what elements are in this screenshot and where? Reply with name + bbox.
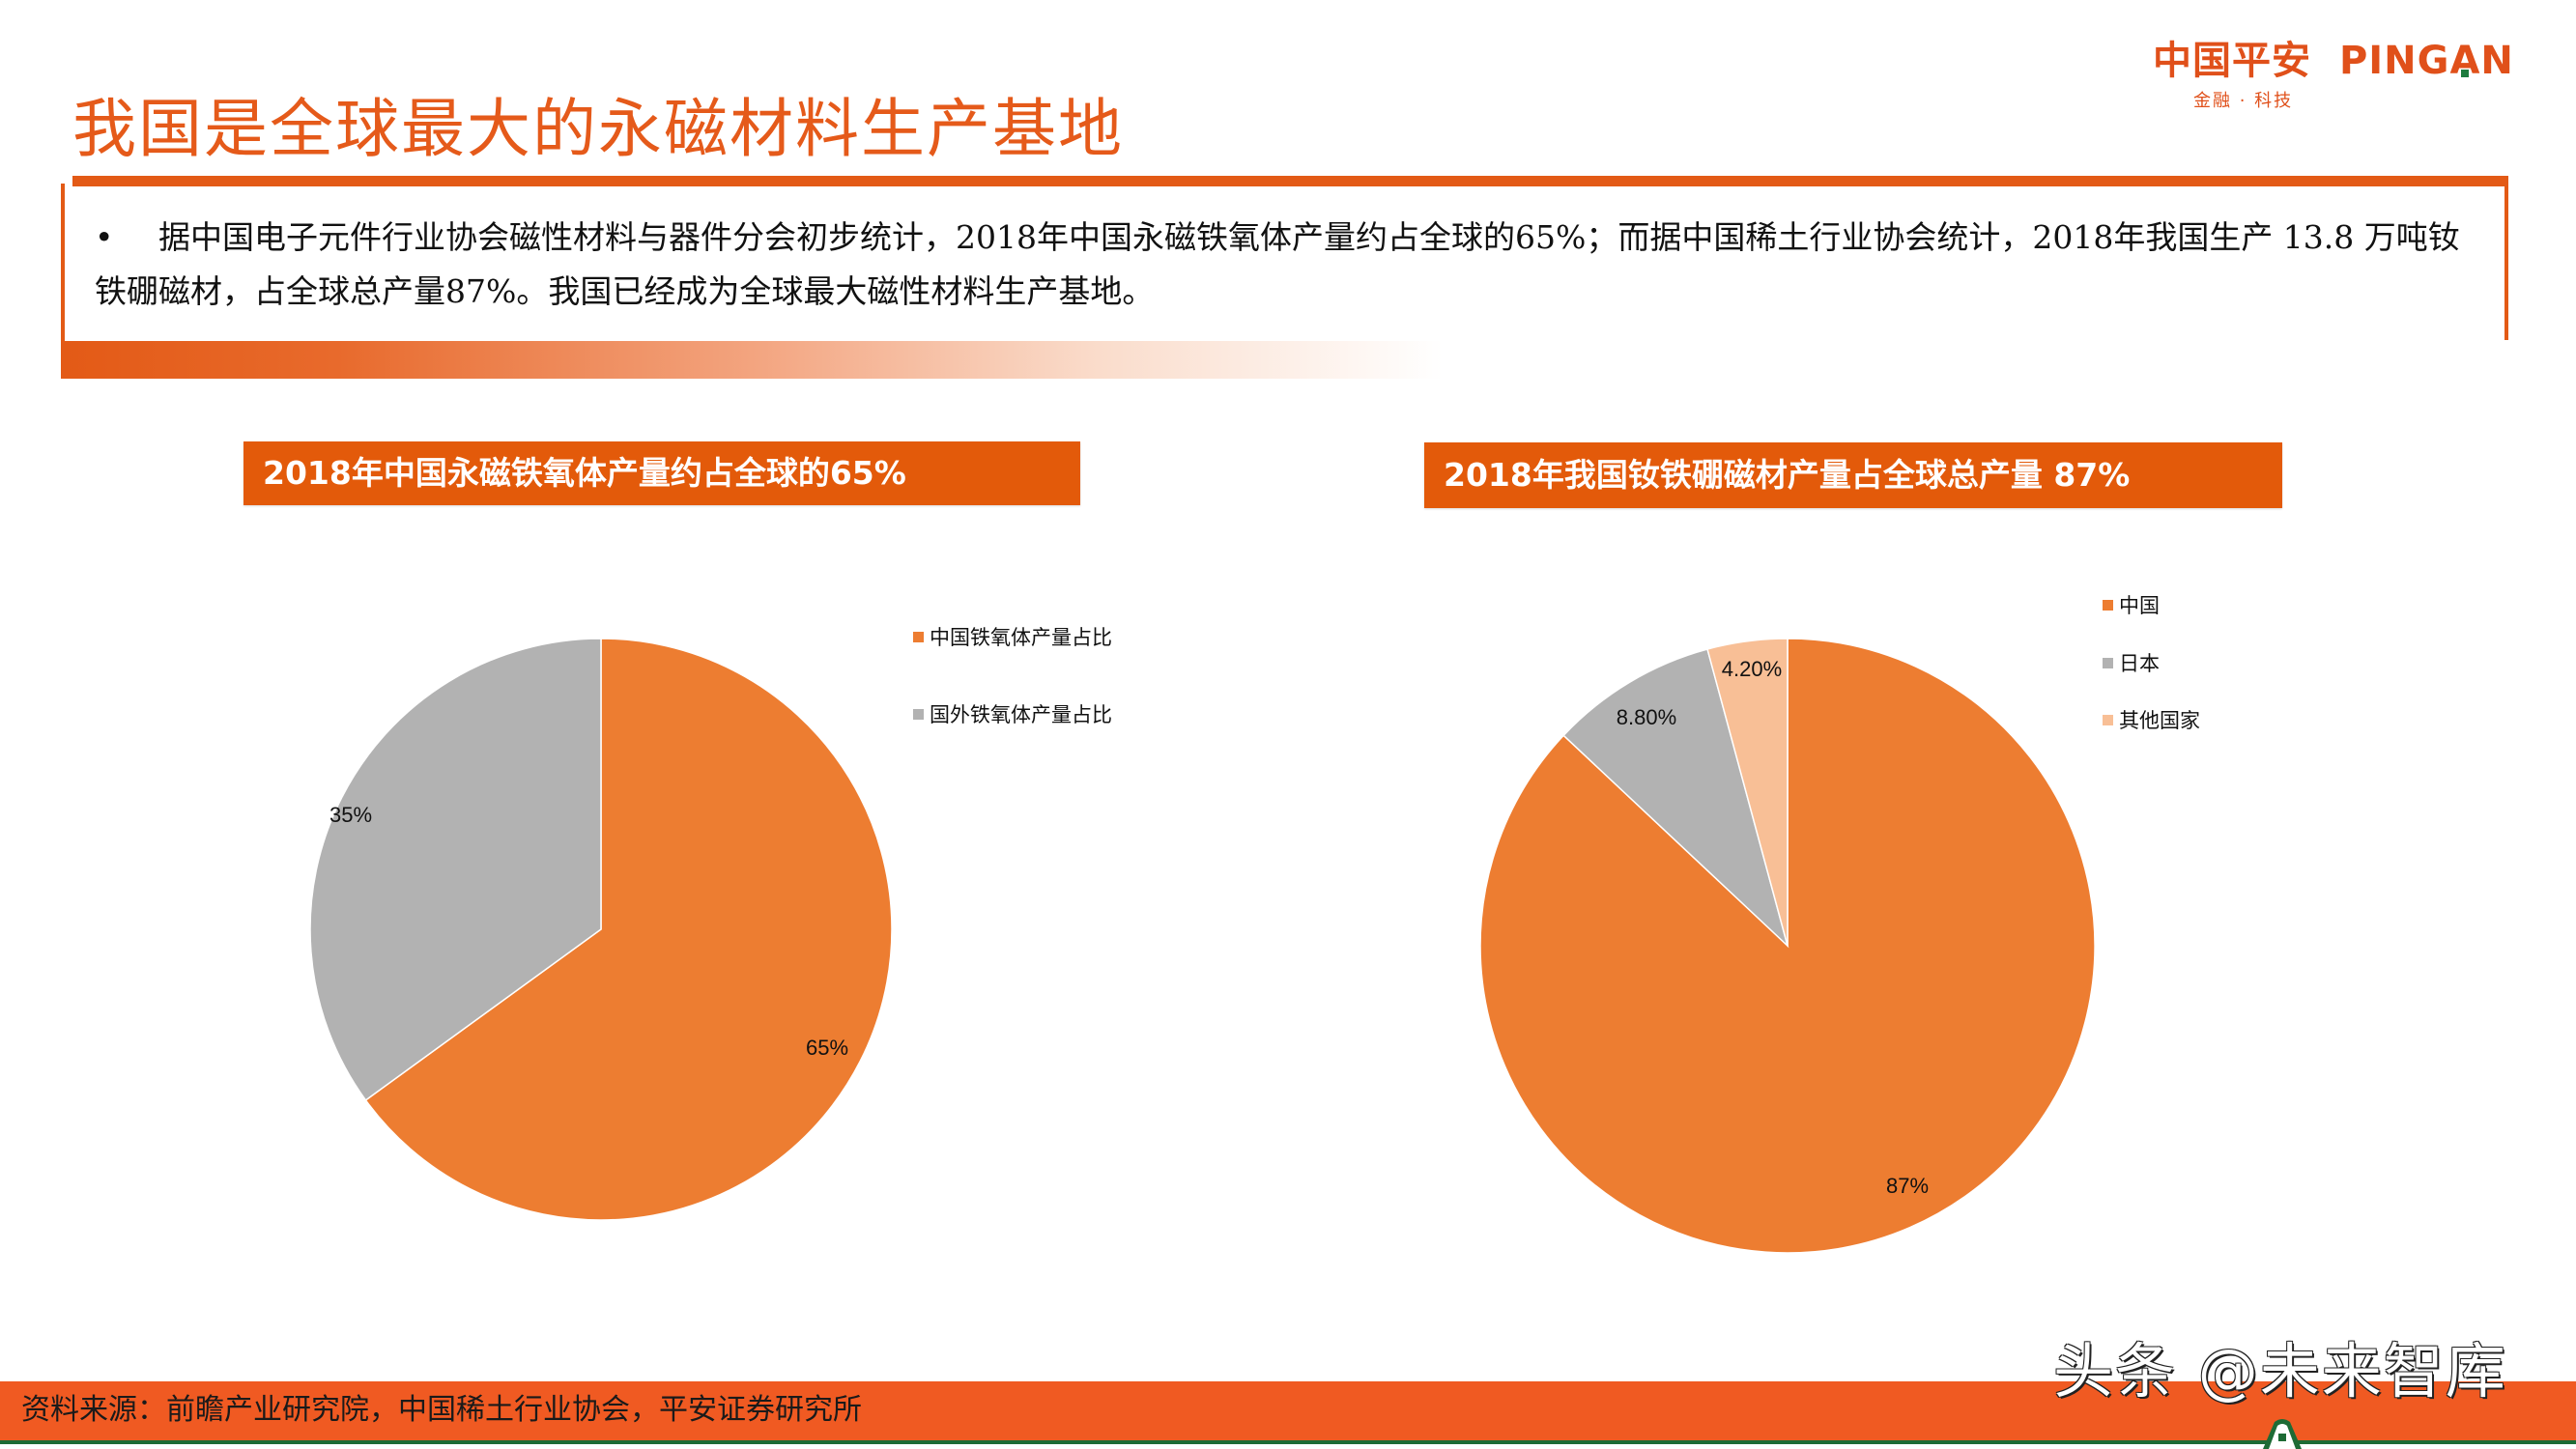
legend-swatch-orange-icon [913, 631, 924, 642]
left-chart-title: 2018年中国永磁铁氧体产量约占全球的65% [243, 441, 1080, 505]
watermark: 头条 @未来智库 [2053, 1336, 2507, 1406]
legend-swatch-orange-icon [2103, 599, 2113, 611]
logo-tagline: 金融 · 科技 [2193, 91, 2294, 111]
legend-item-other-countries: 其他国家 [2103, 705, 2200, 734]
legend-item-china-ferrite: 中国铁氧体产量占比 [913, 622, 1112, 651]
logo-wordmark: 中国平安 PINGA N [2153, 37, 2514, 85]
summary-text-block: • 据中国电子元件行业协会磁性材料与器件分会初步统计，2018年中国永磁铁氧体产量… [95, 211, 2491, 319]
left-pie-label-china: 65% [805, 1036, 849, 1060]
page-title: 我国是全球最大的永磁材料生产基地 [72, 92, 1124, 166]
left-pie-label-foreign: 35% [329, 803, 373, 827]
summary-box-left-border [61, 184, 65, 377]
right-pie-label-japan: 8.80% [1616, 705, 1677, 729]
right-pie-label-others: 4.20% [1721, 657, 1783, 681]
right-pie-label-china: 87% [1885, 1174, 1930, 1198]
logo-en-text: PINGA N [2338, 39, 2514, 83]
legend-item-japan: 日本 [2103, 648, 2160, 677]
pie-slice [1479, 638, 2096, 1254]
logo-cn-text: 中国平安 [2153, 39, 2311, 83]
summary-box-right-border [2504, 184, 2508, 340]
pie-slice [309, 638, 602, 1101]
legend-swatch-gray-icon [2103, 657, 2113, 668]
legend-swatch-peach-icon [2103, 714, 2113, 725]
logo-green-square-icon [2461, 70, 2470, 77]
source-note: 资料来源：前瞻产业研究院，中国稀土行业协会，平安证券研究所 [21, 1393, 862, 1427]
legend-item-foreign-ferrite: 国外铁氧体产量占比 [913, 699, 1112, 728]
right-chart-title: 2018年我国钕铁硼磁材产量占全球总产量 87% [1424, 442, 2282, 508]
pie-slice [1706, 638, 1789, 947]
pie-slice [1562, 648, 1789, 949]
legend-swatch-gray-icon [913, 708, 924, 720]
summary-paragraph: 据中国电子元件行业协会磁性材料与器件分会初步统计，2018年中国永磁铁氧体产量约… [95, 218, 2460, 310]
pie-slice [364, 638, 893, 1221]
summary-box-gradient-bar [61, 341, 1443, 379]
bullet-icon: • [95, 218, 114, 256]
ping-an-house-icon [2263, 1419, 2302, 1449]
ping-an-logo: 中国平安 PINGA N 金融 · 科技 [2153, 37, 2549, 114]
legend-item-china: 中国 [2103, 590, 2160, 619]
footer-green-line [0, 1440, 2576, 1444]
footer-bar [0, 1381, 2576, 1440]
logo-a-with-square: A [2449, 39, 2481, 83]
summary-box-top-border [72, 176, 2508, 186]
